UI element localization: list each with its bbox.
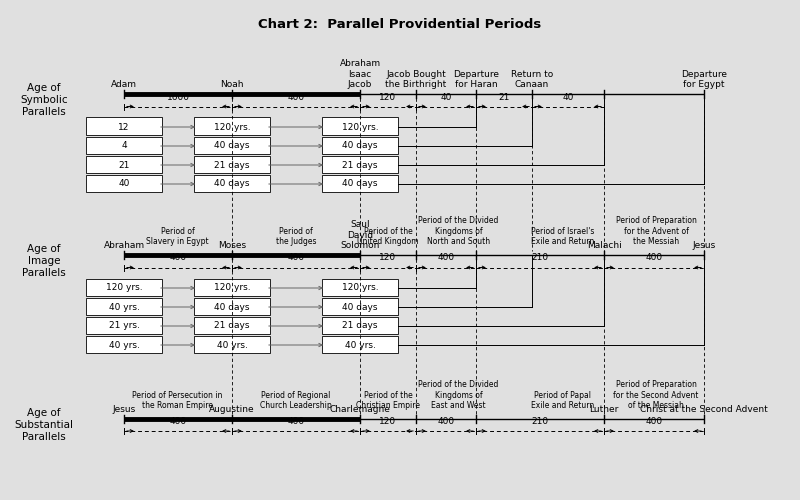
Text: Jesus: Jesus [112,405,136,414]
Text: Jesus: Jesus [692,241,716,250]
Text: 40 yrs.: 40 yrs. [217,340,247,349]
Text: 400: 400 [287,254,305,262]
Bar [322,174,398,192]
Bar [322,298,398,315]
Text: 400: 400 [646,254,662,262]
Text: 400: 400 [646,417,662,426]
Text: Christ at the Second Advent: Christ at the Second Advent [640,405,768,414]
Text: 21 yrs.: 21 yrs. [109,322,139,330]
Text: 40 days: 40 days [214,180,250,188]
Text: Period of Israel's
Exile and Return: Period of Israel's Exile and Return [530,226,594,246]
Text: 40 days: 40 days [214,302,250,312]
Text: Period of
the Judges: Period of the Judges [276,226,316,246]
Text: Abraham
Isaac
Jacob: Abraham Isaac Jacob [339,59,381,89]
Text: 21 days: 21 days [342,322,378,330]
Text: Period of the
Christian Empire: Period of the Christian Empire [356,390,420,410]
Bar [86,278,162,296]
Bar [194,278,270,296]
Bar [86,316,162,334]
Text: 40 yrs.: 40 yrs. [109,340,139,349]
Text: Age of
Symbolic
Parallels: Age of Symbolic Parallels [20,84,68,116]
Bar [322,336,398,353]
Text: 1600: 1600 [166,92,190,102]
Bar [322,118,398,135]
Bar [194,298,270,315]
Text: Chart 2:  Parallel Providential Periods: Chart 2: Parallel Providential Periods [258,18,542,30]
Text: 120 yrs.: 120 yrs. [106,284,142,292]
Text: Period of the
United Kingdom: Period of the United Kingdom [358,226,418,246]
Text: Age of
Substantial
Parallels: Age of Substantial Parallels [14,408,74,442]
Bar [322,278,398,296]
Bar [322,136,398,154]
Text: Augustine: Augustine [209,405,255,414]
Bar [86,336,162,353]
Text: 40: 40 [118,180,130,188]
Bar [86,156,162,173]
Text: Jacob Bought
the Birthright: Jacob Bought the Birthright [386,70,446,89]
Text: 400: 400 [287,92,305,102]
Bar [194,174,270,192]
Bar [194,156,270,173]
Text: Charlemagne: Charlemagne [330,405,390,414]
Text: Period of
Slavery in Egypt: Period of Slavery in Egypt [146,226,209,246]
Text: Period of the Divided
Kingdoms of
North and South: Period of the Divided Kingdoms of North … [418,216,498,246]
Text: 40 days: 40 days [342,302,378,312]
Text: 21 days: 21 days [214,160,250,170]
Text: 120: 120 [379,254,397,262]
Text: 40 days: 40 days [214,142,250,150]
Text: 400: 400 [170,417,186,426]
Text: 40: 40 [562,92,574,102]
Text: Departure
for Haran: Departure for Haran [453,70,499,89]
Text: 21 days: 21 days [342,160,378,170]
Text: Departure
for Egypt: Departure for Egypt [681,70,727,89]
Bar [194,336,270,353]
Text: Adam: Adam [111,80,137,89]
Text: 400: 400 [170,254,186,262]
Text: Malachi: Malachi [586,241,622,250]
Text: Saul
David
Solomon: Saul David Solomon [340,220,380,250]
Bar [194,136,270,154]
Text: 4: 4 [121,142,127,150]
Text: 40 yrs.: 40 yrs. [345,340,375,349]
Text: 400: 400 [438,417,454,426]
Text: Noah: Noah [220,80,244,89]
Text: 21 days: 21 days [214,322,250,330]
Text: 120 yrs.: 120 yrs. [214,122,250,132]
Text: 120 yrs.: 120 yrs. [342,122,378,132]
Text: Luther: Luther [590,405,618,414]
Bar [86,174,162,192]
Bar [194,118,270,135]
Text: 210: 210 [531,254,549,262]
Bar [322,316,398,334]
Text: 400: 400 [438,254,454,262]
Text: Period of the Divided
Kingdoms of
East and West: Period of the Divided Kingdoms of East a… [418,380,498,410]
Text: 12: 12 [118,122,130,132]
Text: 120 yrs.: 120 yrs. [214,284,250,292]
Text: 21: 21 [118,160,130,170]
Text: 120 yrs.: 120 yrs. [342,284,378,292]
Text: Period of Preparation
for the Advent of
the Messiah: Period of Preparation for the Advent of … [615,216,697,246]
Text: 40: 40 [440,92,452,102]
Text: 400: 400 [287,417,305,426]
Text: Period of Regional
Church Leadership: Period of Regional Church Leadership [260,390,332,410]
Bar [86,136,162,154]
Bar [322,156,398,173]
Text: 40 days: 40 days [342,180,378,188]
Text: 40 days: 40 days [342,142,378,150]
Text: Moses: Moses [218,241,246,250]
Text: Period of Persecution in
the Roman Empire: Period of Persecution in the Roman Empir… [133,390,222,410]
Bar [86,298,162,315]
Text: 120: 120 [379,417,397,426]
Bar [86,118,162,135]
Bar [194,316,270,334]
Text: 120: 120 [379,92,397,102]
Text: 21: 21 [498,92,510,102]
Text: Period of Papal
Exile and Return: Period of Papal Exile and Return [530,390,594,410]
Text: Age of
Image
Parallels: Age of Image Parallels [22,244,66,278]
Text: 210: 210 [531,417,549,426]
Text: Return to
Canaan: Return to Canaan [511,70,553,89]
Text: Abraham: Abraham [103,241,145,250]
Text: Period of Preparation
for the Second Advent
of the Messiah: Period of Preparation for the Second Adv… [614,380,698,410]
Text: 40 yrs.: 40 yrs. [109,302,139,312]
